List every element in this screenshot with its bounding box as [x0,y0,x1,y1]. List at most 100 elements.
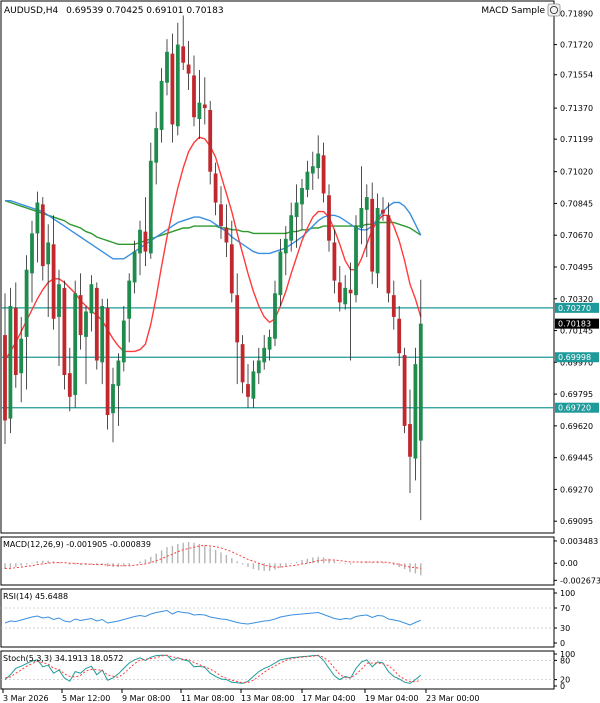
candle-bull [30,233,34,274]
candle-bull [354,226,358,296]
price-tick-label: 0.69445 [560,454,593,463]
level-tag [555,352,599,363]
rsi-tick-label: 0 [560,639,565,648]
time-tick-label: 13 Mar 08:00 [241,694,294,703]
time-tick-label: 19 Mar 04:00 [365,694,418,703]
candle-bull [289,215,294,241]
candle-bull [132,251,137,283]
price-tick-label: 0.69620 [560,422,593,431]
candle-bull [305,171,310,190]
symbol-label: AUDUSD,H4 0.69539 0.70425 0.69101 0.7018… [4,6,224,16]
candle-bear [13,307,18,376]
candle-bull [127,280,132,319]
stoch-tick-label: 100 [560,650,575,659]
candle-bull [154,128,159,163]
candle-bear [67,373,72,397]
price-tick-label: 0.69970 [560,358,593,367]
ma-mid-line [5,199,422,260]
candle-bear [235,295,240,343]
candle-bear [348,289,353,294]
candle-bull [262,347,267,363]
candle-bear [391,295,396,317]
candle-bear [51,244,56,319]
price-tick-label: 0.70495 [560,263,593,272]
candle-bull [148,160,153,254]
price-tick-label: 0.70320 [560,295,593,304]
candle-bull [316,153,321,169]
moving-averages [4,136,422,361]
candle-bull [197,102,202,120]
candle-bear [3,335,7,421]
candle-bear [321,155,326,194]
rsi-tick-label: 70 [560,604,570,613]
candle-bull [375,207,380,274]
current-price-tag [555,318,599,329]
candle-bull [256,360,261,374]
candle-bear [94,287,99,361]
current-price-label: 0.70183 [558,320,591,329]
candle-bear [240,344,245,383]
price-tick-label: 0.71020 [560,168,593,177]
price-tick-label: 0.71554 [560,71,593,80]
macd-tick-label: 0.00 [560,559,578,568]
candle-bear [143,231,148,252]
ohlc-values: 0.69539 0.70425 0.69101 0.70183 [66,6,223,16]
price-tick-label: 0.70670 [560,231,593,240]
level-tag-label: 0.69720 [558,404,591,413]
price-tick-label: 0.69095 [560,517,593,526]
symbol-name: AUDUSD,H4 [4,6,59,16]
candle-bull [116,360,121,386]
price-pane[interactable] [1,15,554,521]
candle-bull [19,338,24,374]
candle-bear [213,173,218,203]
candle-bear [40,204,45,267]
time-tick-label: 11 Mar 08:00 [181,694,234,703]
candle-bull [175,44,180,127]
rsi-label: RSI(14) 45.6488 [3,592,68,601]
candle-bull [251,371,256,399]
level-tag-label: 0.69998 [558,353,591,362]
candle-bear [386,215,391,294]
price-tick-label: 0.71370 [560,104,593,113]
macd-pane[interactable]: 0.003483 0.00 -0.002673 [4,537,600,585]
candle-bear [381,209,385,214]
stoch-tick-label: 0 [560,682,565,691]
stoch-d-line [4,654,421,684]
price-tick-label: 0.69270 [560,485,593,494]
candle-bull [283,238,288,254]
candle-bear [370,198,375,272]
candle-bear [408,424,412,457]
candle-bear [192,75,196,118]
time-axis: 3 Mar 2026 5 Mar 12:00 9 Mar 08:00 11 Mar 0… [2,689,479,703]
candle-bear [186,64,191,74]
time-tick-label: 17 Mar 04:00 [302,694,355,703]
candle-bull [267,336,272,350]
candle-bull [343,287,348,305]
candle-bull [46,242,51,265]
expert-smile-icon[interactable] [547,3,561,17]
candle-bull [273,293,277,339]
rsi-pane[interactable]: 100 70 30 0 [1,589,575,648]
candlesticks [3,15,423,521]
candle-bear [337,282,342,303]
candle-bear [62,287,67,376]
candle-bull [159,80,164,130]
price-tick-label: 0.70145 [560,327,593,336]
candle-bear [202,104,207,109]
macd-tick-label: 0.003483 [560,537,598,546]
candle-bear [219,204,223,227]
candle-bull [24,269,29,337]
indicator-name-label: MACD Sample [481,6,545,16]
time-tick-label: 9 Mar 08:00 [122,694,170,703]
candle-bear [181,46,186,63]
ma-fast-line [4,136,422,361]
stoch-label: Stoch(5,3,3) 34.1913 18.0572 [3,654,123,663]
macd-tick-label: -0.002673 [560,576,600,585]
candle-bull [84,311,88,337]
candle-bear [224,227,229,243]
candle-bear [402,355,407,426]
candle-bull [300,188,304,205]
candle-bull [111,384,115,414]
